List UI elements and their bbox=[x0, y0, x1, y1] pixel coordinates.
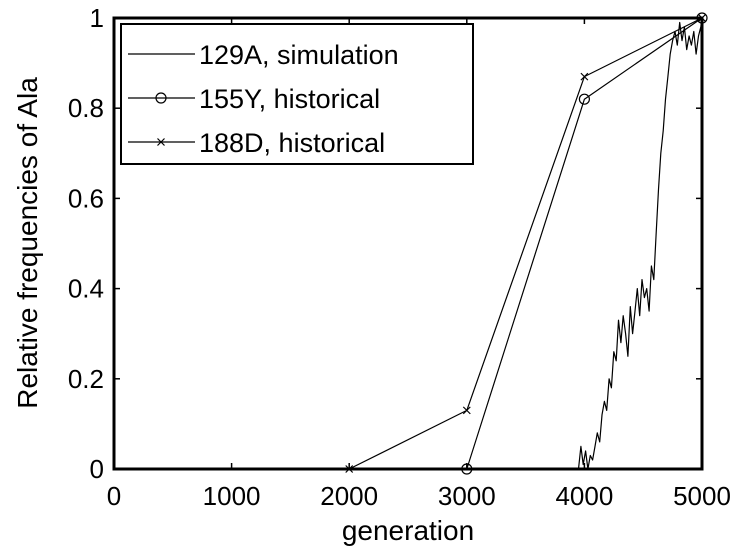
x-marker-stroke bbox=[580, 72, 589, 81]
legend-marker bbox=[155, 92, 167, 104]
y-tick-label: 0 bbox=[90, 454, 104, 484]
y-tick-label: 0.6 bbox=[68, 183, 104, 213]
y-tick-label: 1 bbox=[90, 3, 104, 33]
y-tick-label: 0.8 bbox=[68, 93, 104, 123]
series-line bbox=[348, 17, 703, 470]
series-line bbox=[466, 17, 703, 470]
data-point bbox=[462, 406, 471, 415]
data-point bbox=[578, 93, 591, 105]
series-3 bbox=[345, 14, 706, 473]
tick-labels: 0 1000 2000 3000 4000 5000 0 0.2 0.4 0.6 0.8 1 bbox=[68, 3, 731, 511]
series-1 bbox=[577, 17, 703, 470]
legend-label: 188D, historical bbox=[199, 128, 385, 158]
legend-entry: 155Y, historical bbox=[128, 84, 380, 114]
plot-frame bbox=[112, 16, 704, 471]
data-point bbox=[580, 72, 589, 81]
series-line bbox=[577, 17, 703, 470]
series-2 bbox=[461, 12, 708, 475]
y-tick-label: 0.2 bbox=[68, 364, 104, 394]
x-tick-label: 5000 bbox=[673, 481, 731, 511]
x-tick-label: 3000 bbox=[438, 481, 496, 511]
x-tick-label: 1000 bbox=[203, 481, 261, 511]
x-tick-label: 0 bbox=[107, 481, 121, 511]
legend-marker bbox=[157, 138, 165, 146]
legend-label: 155Y, historical bbox=[199, 84, 380, 114]
legend-entry: 129A, simulation bbox=[128, 40, 399, 70]
x-tick-label: 4000 bbox=[555, 481, 613, 511]
y-tick-label: 0.4 bbox=[68, 274, 104, 304]
x-axis-label: generation bbox=[342, 515, 474, 546]
legend-entry: 188D, historical bbox=[128, 128, 385, 158]
legend-label: 129A, simulation bbox=[199, 40, 399, 70]
legend: 129A, simulation 155Y, historical 188D, hi… bbox=[120, 23, 474, 165]
x-marker-stroke bbox=[462, 406, 471, 415]
legend-box bbox=[120, 23, 474, 165]
y-axis-label: Relative frequencies of Ala bbox=[12, 77, 43, 409]
x-marker-stroke bbox=[157, 138, 165, 146]
series-layer bbox=[345, 12, 708, 475]
x-tick-label: 2000 bbox=[320, 481, 378, 511]
